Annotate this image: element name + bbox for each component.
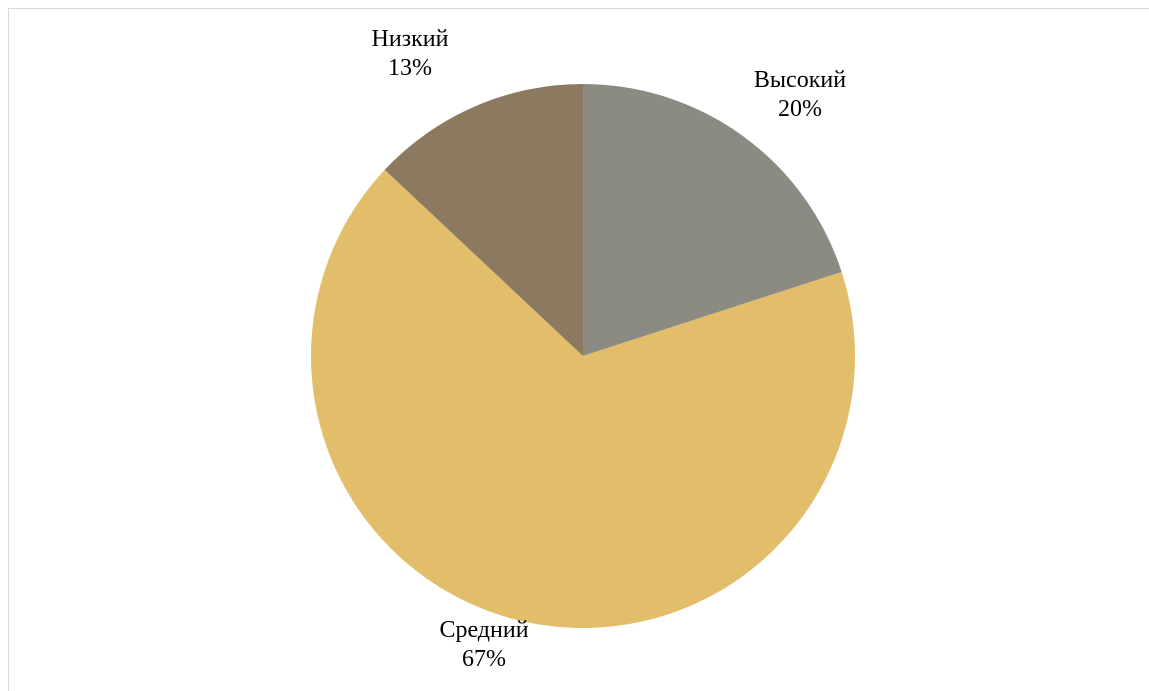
pie-slice-3	[384, 84, 583, 356]
data-label-category: Высокий	[754, 67, 846, 93]
data-label-1: Высокий 20%	[754, 67, 846, 122]
data-label-percent: 13%	[388, 55, 432, 81]
data-label-percent: 20%	[778, 96, 822, 122]
data-label-percent: 67%	[462, 646, 506, 672]
pie-slice-2	[310, 169, 855, 628]
data-label-category: Средний	[439, 617, 528, 643]
data-label-2: Средний 67%	[439, 617, 528, 672]
pie-slice-1	[583, 84, 842, 356]
data-label-category: Низкий	[371, 26, 448, 52]
data-label-3: Низкий 13%	[371, 26, 448, 81]
